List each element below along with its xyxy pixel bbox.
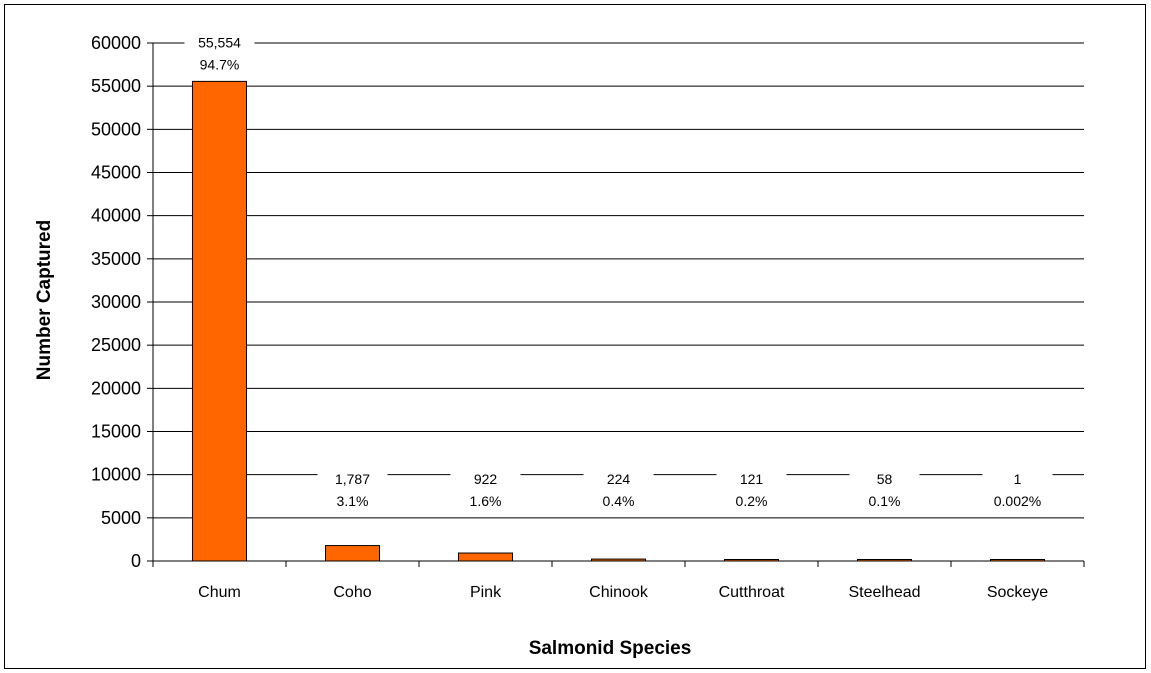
data-label-background [716, 465, 787, 510]
bar-coho [325, 545, 380, 562]
data-label-background [317, 465, 388, 510]
axes: 0 5000 10000 15000 20000 25000 30000 35000 40000… [91, 33, 1085, 601]
x-tick-label: Sockeye [987, 584, 1048, 601]
x-tick-label: Steelhead [848, 584, 920, 601]
data-label-count: 121 [740, 471, 764, 487]
data-labels: 55,554 94.7% 1,787 3.1% 922 1.6% 224 0.4% 121 0.2… [184, 29, 1053, 510]
x-tick-label: Chinook [589, 584, 649, 601]
data-label-percent: 94.7% [200, 56, 240, 72]
y-tick-label: 40000 [91, 206, 141, 226]
data-label-count: 224 [607, 471, 631, 487]
x-axis-title: Salmonid Species [529, 638, 692, 659]
y-tick-label: 5000 [101, 508, 141, 528]
y-tick-label: 50000 [91, 119, 141, 139]
y-tick-label: 0 [131, 551, 141, 571]
data-label-background [982, 465, 1053, 510]
y-tick-label: 55000 [91, 76, 141, 96]
bars [192, 80, 1045, 562]
data-label-percent: 0.002% [994, 493, 1041, 509]
data-label-percent: 1.6% [470, 493, 502, 509]
y-tick-label: 45000 [91, 163, 141, 183]
y-tick-label: 25000 [91, 335, 141, 355]
y-tick-label: 30000 [91, 292, 141, 312]
data-label-percent: 0.4% [603, 493, 635, 509]
y-tick-label: 35000 [91, 249, 141, 269]
data-label-count: 1,787 [335, 471, 370, 487]
x-tick-label: Chum [198, 584, 241, 601]
x-tick-label: Pink [470, 584, 502, 601]
data-label-count: 922 [474, 471, 498, 487]
gridlines [153, 42, 1084, 519]
y-tick-label: 15000 [91, 422, 141, 442]
data-label-background [184, 29, 255, 74]
data-label-background [849, 465, 920, 510]
y-tick-label: 60000 [91, 33, 141, 53]
data-label-percent: 0.1% [869, 493, 901, 509]
data-label-count: 55,554 [198, 34, 241, 50]
x-tick-label: Coho [333, 584, 371, 601]
bar-chum [192, 80, 247, 562]
data-label-count: 58 [877, 471, 893, 487]
y-axis-title: Number Captured [34, 220, 55, 380]
data-label-percent: 0.2% [736, 493, 768, 509]
data-label-background [583, 465, 654, 510]
y-tick-label: 20000 [91, 378, 141, 398]
x-tick-label: Cutthroat [719, 584, 785, 601]
data-label-count: 1 [1014, 471, 1022, 487]
y-tick-label: 10000 [91, 465, 141, 485]
data-label-percent: 3.1% [337, 493, 369, 509]
data-label-background [450, 465, 521, 510]
bar-pink [458, 552, 513, 562]
